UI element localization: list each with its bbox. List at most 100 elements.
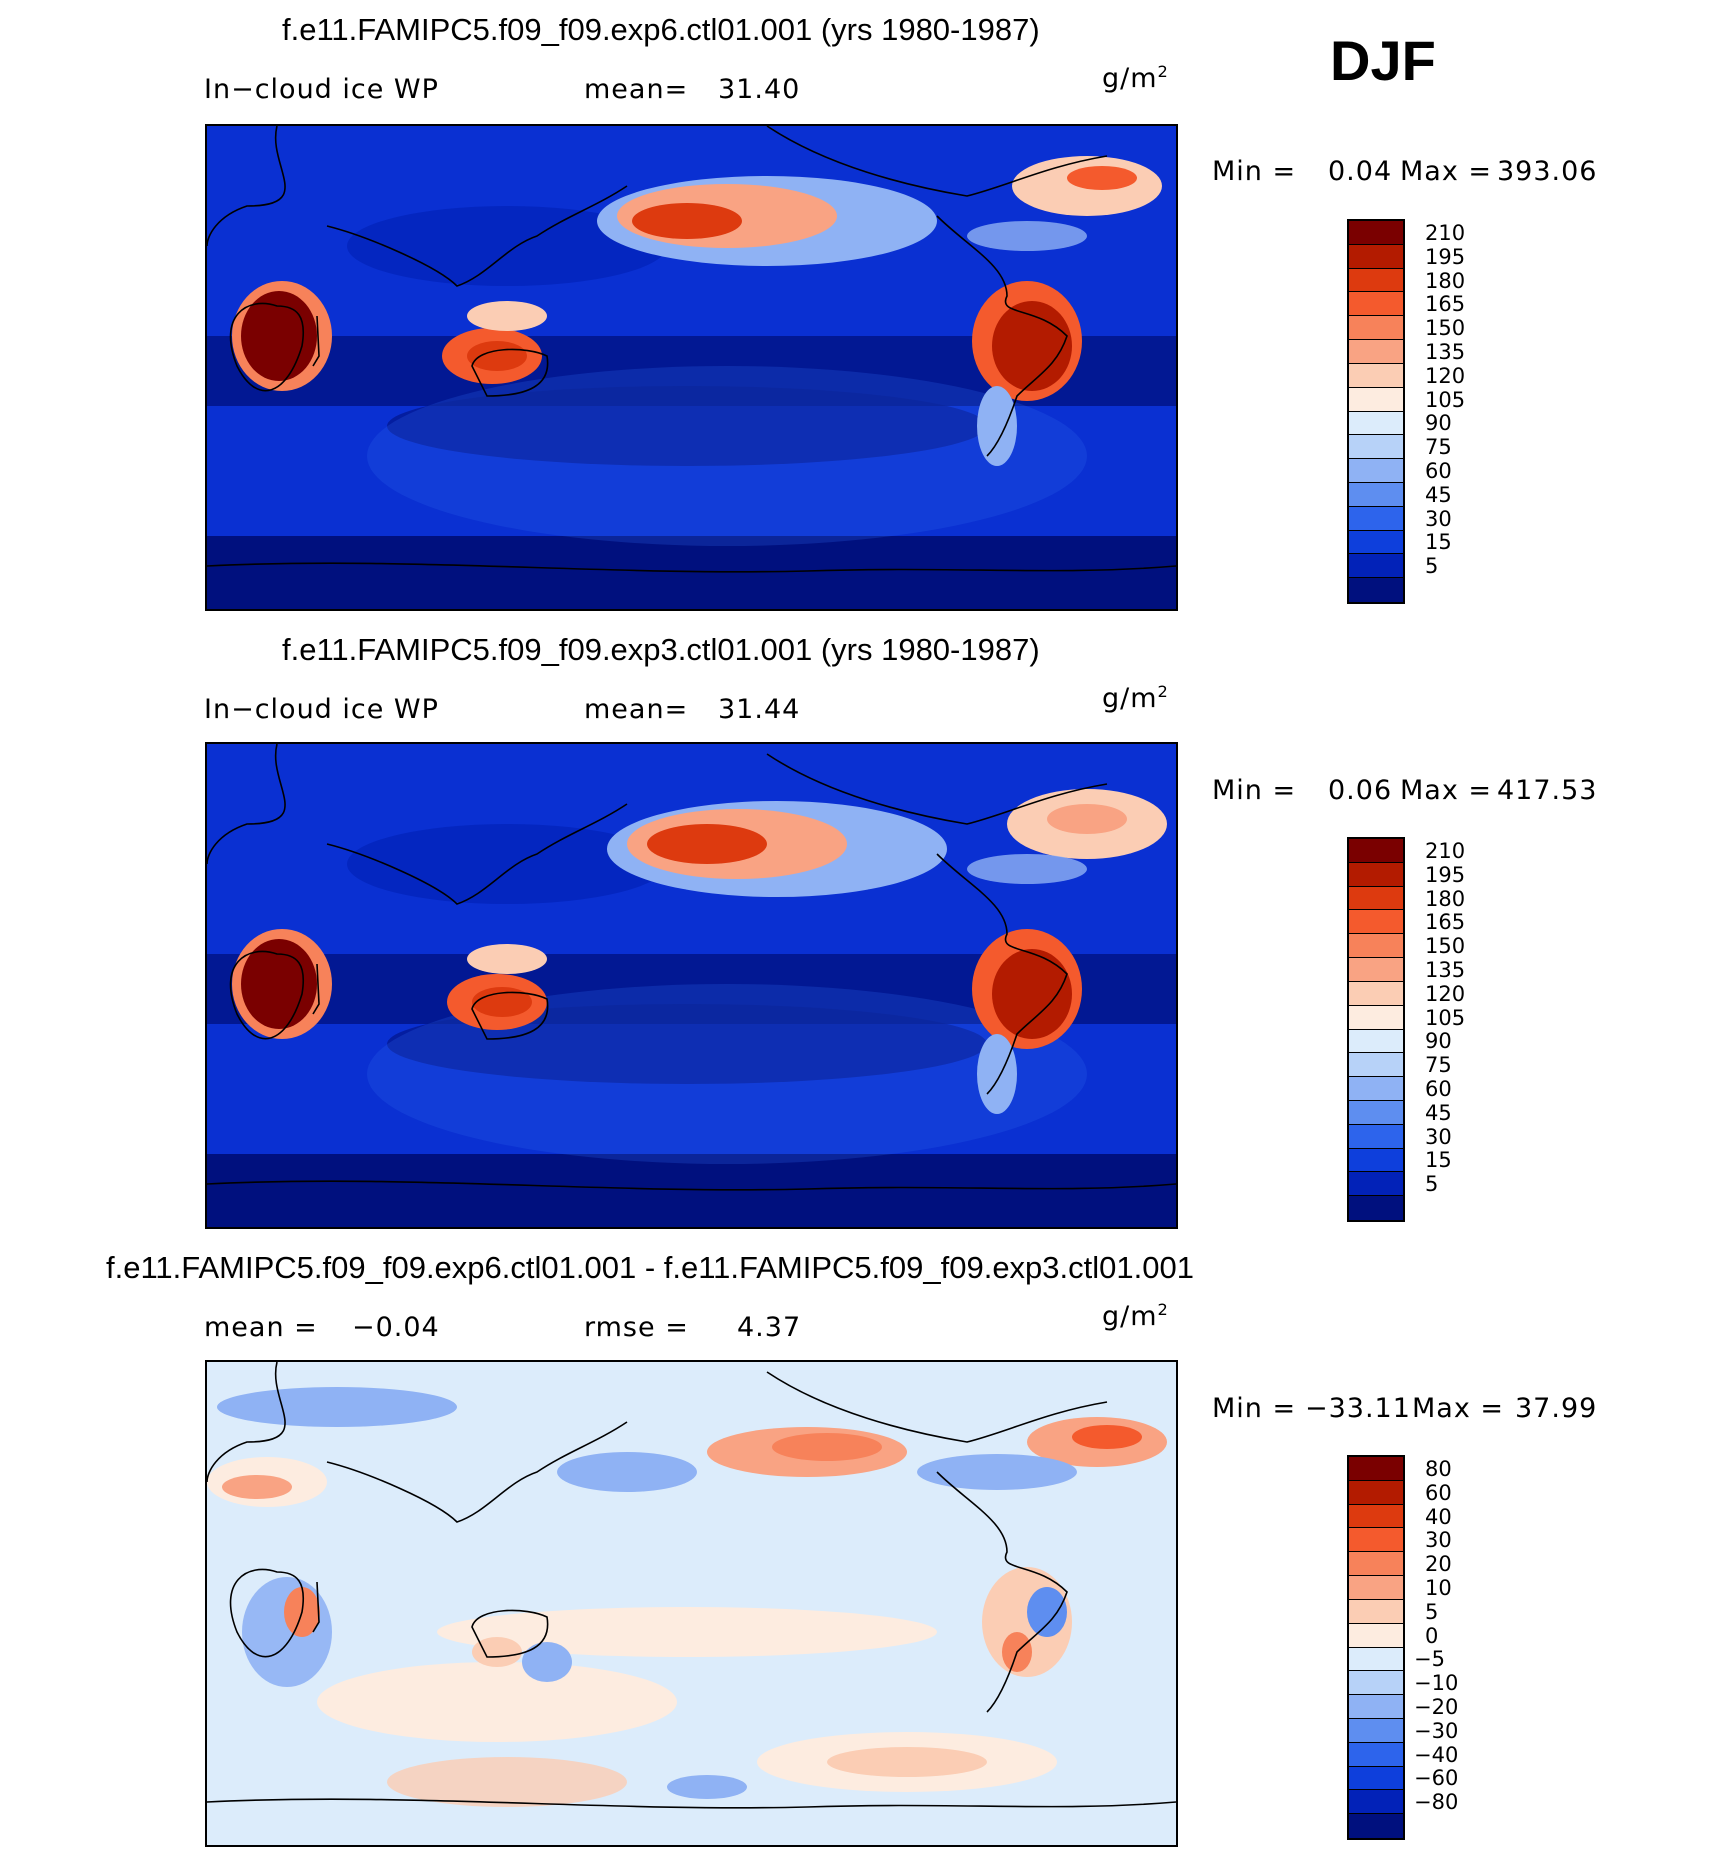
colorbar-swatch xyxy=(1349,1005,1403,1030)
colorbar-swatch xyxy=(1349,554,1403,579)
colorbar-tick-label: 195 xyxy=(1425,862,1466,887)
colorbar-swatch xyxy=(1349,411,1403,436)
colorbar-tick-label: 45 xyxy=(1425,1100,1452,1125)
panel-3-units-base: g/m xyxy=(1102,1301,1158,1332)
panel-2-map-field xyxy=(207,744,1176,1227)
colorbar-tick-label: 40 xyxy=(1425,1504,1452,1529)
panel-2-units: g/m2 xyxy=(1102,682,1169,714)
colorbar-swatch xyxy=(1349,1742,1403,1767)
panel-2-map xyxy=(205,742,1178,1229)
colorbar-swatch xyxy=(1349,316,1403,341)
colorbar-tick-label: 75 xyxy=(1425,1053,1452,1078)
colorbar-tick-label: −20 xyxy=(1414,1695,1459,1720)
panel-3-min-value: −33.11 xyxy=(1305,1393,1411,1424)
panel-1-title: f.e11.FAMIPC5.f09_f09.exp6.ctl01.001 (yr… xyxy=(282,12,1040,47)
panel-2-colorbar xyxy=(1347,837,1405,1222)
colorbar-tick-label: 5 xyxy=(1425,1172,1439,1197)
colorbar-tick-label: 75 xyxy=(1425,435,1452,460)
colorbar-swatch xyxy=(1349,1814,1403,1838)
panel-1-min-value: 0.04 xyxy=(1328,156,1393,187)
panel-1-max-value: 393.06 xyxy=(1497,156,1598,187)
colorbar-swatch xyxy=(1349,981,1403,1006)
colorbar-swatch xyxy=(1349,1647,1403,1672)
colorbar-tick-label: 60 xyxy=(1425,1480,1452,1505)
colorbar-swatch xyxy=(1349,1148,1403,1173)
colorbar-swatch xyxy=(1349,244,1403,269)
panel-3-max-value: 37.99 xyxy=(1515,1393,1598,1424)
colorbar-swatch xyxy=(1349,292,1403,317)
panel-2-title: f.e11.FAMIPC5.f09_f09.exp3.ctl01.001 (yr… xyxy=(282,632,1040,667)
colorbar-tick-label: 90 xyxy=(1425,1029,1452,1054)
panel-2-units-base: g/m xyxy=(1102,683,1158,714)
colorbar-tick-label: 210 xyxy=(1425,838,1466,863)
panel-3-map xyxy=(205,1360,1178,1847)
colorbar-tick-label: 45 xyxy=(1425,482,1452,507)
colorbar-tick-label: 150 xyxy=(1425,934,1466,959)
colorbar-swatch xyxy=(1349,1718,1403,1743)
colorbar-swatch xyxy=(1349,1790,1403,1815)
colorbar-tick-label: −80 xyxy=(1414,1790,1459,1815)
panel-3-mean-value: −0.04 xyxy=(352,1312,440,1343)
panel-2-min-value: 0.06 xyxy=(1328,775,1393,806)
panel-1-colorbar xyxy=(1347,219,1405,604)
panel-3-rmse-value: 4.37 xyxy=(737,1312,802,1343)
panel-1-min-label: Min = xyxy=(1212,156,1297,187)
colorbar-swatch xyxy=(1349,387,1403,412)
colorbar-swatch xyxy=(1349,1671,1403,1696)
colorbar-swatch xyxy=(1349,268,1403,293)
colorbar-tick-label: 10 xyxy=(1425,1575,1452,1600)
colorbar-swatch xyxy=(1349,1196,1403,1220)
panel-1-mean-label: mean= xyxy=(584,74,689,105)
colorbar-tick-label: 195 xyxy=(1425,244,1466,269)
colorbar-tick-label: 105 xyxy=(1425,387,1466,412)
colorbar-swatch xyxy=(1349,1077,1403,1101)
colorbar-tick-label: 90 xyxy=(1425,411,1452,436)
colorbar-tick-label: 30 xyxy=(1425,1528,1452,1553)
colorbar-swatch xyxy=(1349,1623,1403,1648)
panel-1-map xyxy=(205,124,1178,611)
colorbar-tick-label: 30 xyxy=(1425,1124,1452,1149)
colorbar-tick-label: 5 xyxy=(1425,554,1439,579)
colorbar-tick-label: 15 xyxy=(1425,530,1452,555)
panel-2-units-exp: 2 xyxy=(1157,682,1169,701)
panel-3-map-field xyxy=(207,1362,1176,1845)
colorbar-swatch xyxy=(1349,530,1403,555)
colorbar-tick-label: 180 xyxy=(1425,268,1466,293)
panel-2-min-label: Min = xyxy=(1212,775,1297,806)
colorbar-tick-label: 60 xyxy=(1425,459,1452,484)
panel-3-title: f.e11.FAMIPC5.f09_f09.exp6.ctl01.001 - f… xyxy=(106,1250,1194,1285)
colorbar-tick-label: 105 xyxy=(1425,1005,1466,1030)
colorbar-swatch xyxy=(1349,1480,1403,1505)
colorbar-swatch xyxy=(1349,839,1403,863)
panel-2-mean-label: mean= xyxy=(584,694,689,725)
colorbar-tick-label: −30 xyxy=(1414,1718,1459,1743)
panel-3-rmse-label: rmse = xyxy=(584,1312,689,1343)
panel-3-mean-label: mean = xyxy=(204,1312,318,1343)
colorbar-swatch xyxy=(1349,1053,1403,1078)
colorbar-swatch xyxy=(1349,1457,1403,1481)
colorbar-tick-label: 135 xyxy=(1425,339,1466,364)
colorbar-swatch xyxy=(1349,1528,1403,1553)
colorbar-swatch xyxy=(1349,578,1403,602)
panel-1-units-exp: 2 xyxy=(1157,62,1169,81)
panel-2-max-label: Max = xyxy=(1400,775,1493,806)
colorbar-tick-label: 60 xyxy=(1425,1077,1452,1102)
colorbar-swatch xyxy=(1349,886,1403,911)
panel-1-units: g/m2 xyxy=(1102,62,1169,94)
colorbar-swatch xyxy=(1349,1029,1403,1054)
colorbar-swatch xyxy=(1349,862,1403,887)
colorbar-swatch xyxy=(1349,934,1403,959)
colorbar-tick-label: 30 xyxy=(1425,506,1452,531)
season-label: DJF xyxy=(1330,29,1436,92)
colorbar-tick-label: 165 xyxy=(1425,910,1466,935)
colorbar-swatch xyxy=(1349,1599,1403,1624)
colorbar-swatch xyxy=(1349,1100,1403,1125)
colorbar-tick-label: 120 xyxy=(1425,363,1466,388)
colorbar-tick-label: 5 xyxy=(1425,1599,1439,1624)
panel-1-mean-value: 31.40 xyxy=(718,74,801,105)
panel-2-max-value: 417.53 xyxy=(1497,775,1598,806)
colorbar-swatch xyxy=(1349,1766,1403,1791)
colorbar-tick-label: −60 xyxy=(1414,1766,1459,1791)
colorbar-swatch xyxy=(1349,1124,1403,1149)
colorbar-tick-label: −5 xyxy=(1414,1647,1445,1672)
